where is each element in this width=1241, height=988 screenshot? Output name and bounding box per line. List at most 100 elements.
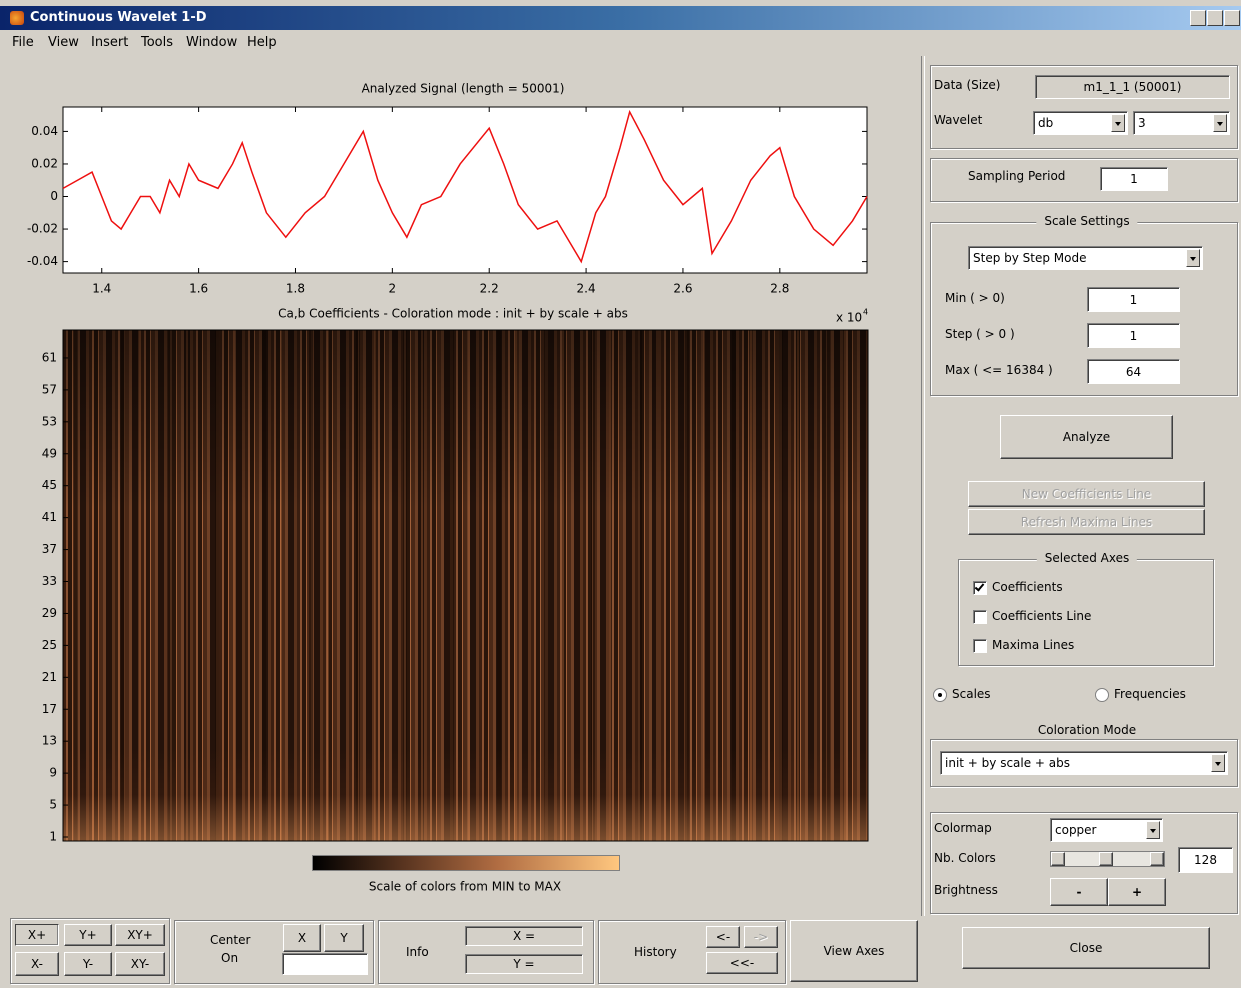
minimize-button[interactable] [1190, 10, 1206, 26]
popup-arrow [1111, 114, 1125, 132]
min-label: Min ( > 0) [945, 291, 1005, 305]
radio-label: Frequencies [1114, 687, 1186, 701]
y-tick-label: 13 [42, 734, 57, 748]
y-tick-label: 9 [49, 766, 57, 780]
brightness-plus[interactable]: + [1108, 878, 1166, 906]
popup-arrow [1211, 754, 1225, 772]
zoom-button[interactable]: X- [15, 952, 59, 976]
x-tick-label: 2.2 [480, 282, 499, 296]
axes-title: Selected Axes [1037, 551, 1137, 565]
wavelet-number-popup[interactable]: 3 [1133, 111, 1230, 135]
coef-axes [63, 330, 868, 841]
radio[interactable] [933, 688, 947, 702]
plots: Analyzed Signal (length = 50001) Ca,b Co… [0, 0, 920, 900]
zoom-button[interactable]: X+ [15, 924, 59, 946]
y-tick-label: 5 [49, 798, 57, 812]
wavelet-family-popup[interactable]: db [1033, 111, 1128, 135]
sampling-field[interactable]: 1 [1100, 167, 1168, 191]
y-tick-label: -0.04 [27, 254, 58, 268]
history-button[interactable]: -> [744, 926, 778, 948]
slider-thumb[interactable] [1099, 852, 1113, 866]
close-button[interactable]: Close [962, 927, 1210, 969]
popup-value: init + by scale + abs [945, 756, 1070, 770]
history-label: History [634, 945, 677, 959]
data-field: m1_1_1 (50001) [1035, 75, 1230, 99]
zoom-button[interactable]: Y- [64, 952, 112, 976]
y-tick-label: 45 [42, 478, 57, 492]
step-field[interactable]: 1 [1087, 323, 1180, 348]
y-tick-label: 49 [42, 446, 57, 460]
y-tick-label: 41 [42, 510, 57, 524]
x-tick-label: 2 [389, 282, 397, 296]
popup-value: Step by Step Mode [973, 251, 1087, 265]
y-tick-label: 0.02 [31, 156, 58, 170]
scale-title: Scale Settings [1036, 214, 1137, 228]
x-scale: x 10 [836, 311, 862, 325]
radio[interactable] [1095, 688, 1109, 702]
checkbox-label: Coefficients [992, 580, 1063, 594]
brightness-label: Brightness [934, 883, 998, 897]
popup-arrow [1213, 114, 1227, 132]
checkbox[interactable] [973, 610, 987, 624]
history-button[interactable]: <- [706, 926, 740, 948]
view-axes-button[interactable]: View Axes [790, 920, 918, 982]
analyze-button[interactable]: Analyze [1000, 415, 1173, 459]
step-label: Step ( > 0 ) [945, 327, 1015, 341]
y-tick-label: 29 [42, 606, 57, 620]
popup-arrow [1146, 821, 1160, 839]
max-field[interactable]: 64 [1087, 359, 1180, 384]
checkbox-label: Maxima Lines [992, 638, 1074, 652]
coef-title: Ca,b Coefficients - Coloration mode : in… [278, 307, 628, 321]
checkbox-label: Coefficients Line [992, 609, 1091, 623]
zoom-button[interactable]: XY+ [115, 924, 165, 946]
checkbox[interactable] [973, 639, 987, 653]
y-tick-label: 57 [42, 382, 57, 396]
checkbox[interactable] [973, 581, 987, 595]
nb-colors-slider[interactable] [1050, 851, 1165, 867]
y-tick-label: 21 [42, 670, 57, 684]
new-line-button[interactable]: New Coefficients Line [968, 481, 1205, 507]
center-button[interactable]: Y [324, 924, 364, 952]
y-tick-label: 37 [42, 542, 57, 556]
x-tick-label: 2.6 [673, 282, 692, 296]
panel-separator [921, 56, 925, 916]
x-tick-label: 1.6 [189, 282, 208, 296]
center-field[interactable] [282, 953, 368, 975]
zoom-button[interactable]: XY- [115, 952, 165, 976]
max-label: Max ( <= 16384 ) [945, 363, 1053, 377]
data-label: Data (Size) [934, 78, 1000, 92]
maximize-button[interactable] [1207, 10, 1223, 26]
x-scale-exponent: 4 [863, 308, 868, 317]
sampling-label: Sampling Period [968, 169, 1065, 183]
center-label: On [221, 951, 238, 965]
signal-title: Analyzed Signal (length = 50001) [362, 82, 565, 96]
nb-colors-label: Nb. Colors [934, 851, 996, 865]
history-button[interactable]: <<- [706, 952, 778, 974]
y-tick-label: 25 [42, 638, 57, 652]
slider-right[interactable] [1150, 852, 1164, 866]
x-tick-label: 2.4 [577, 282, 596, 296]
app-window: Continuous Wavelet 1-D File View Insert … [0, 0, 1241, 988]
nb-colors-field[interactable]: 128 [1178, 847, 1233, 873]
colormap-popup[interactable]: copper [1050, 818, 1163, 842]
y-tick-label: 0 [50, 189, 58, 203]
colorbar-label: Scale of colors from MIN to MAX [369, 880, 561, 894]
y-tick-label: 17 [42, 702, 57, 716]
min-field[interactable]: 1 [1087, 287, 1180, 312]
zoom-button[interactable]: Y+ [64, 924, 112, 946]
wavelet-label: Wavelet [934, 113, 982, 127]
center-button[interactable]: X [283, 924, 321, 952]
colormap-label: Colormap [934, 821, 992, 835]
y-tick-label: 1 [49, 830, 57, 844]
close-window-button[interactable] [1224, 10, 1240, 26]
popup-value: db [1038, 116, 1053, 130]
x-tick-label: 1.8 [286, 282, 305, 296]
y-tick-label: 61 [42, 350, 57, 364]
popup-value: copper [1055, 823, 1097, 837]
scale-mode-popup[interactable]: Step by Step Mode [968, 246, 1203, 270]
coloration-popup[interactable]: init + by scale + abs [940, 751, 1228, 775]
brightness-minus[interactable]: - [1050, 878, 1108, 906]
refresh-button[interactable]: Refresh Maxima Lines [968, 509, 1205, 535]
slider-left[interactable] [1051, 852, 1065, 866]
info-y: Y = [465, 954, 583, 974]
